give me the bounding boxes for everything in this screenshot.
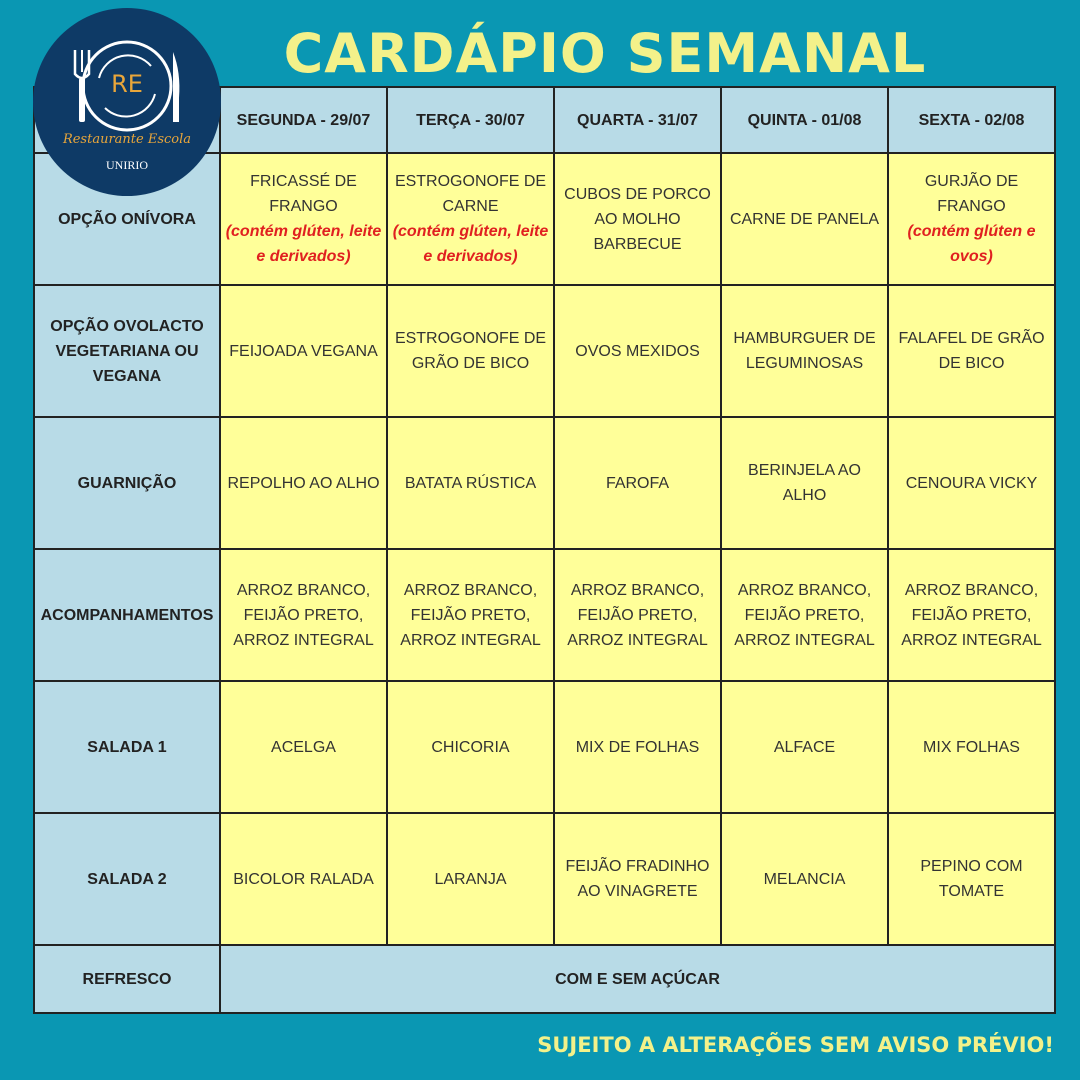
dish-name: HAMBURGUER DE LEGUMINOSAS [733, 330, 876, 372]
menu-table: SEGUNDA - 29/07 TERÇA - 30/07 QUARTA - 3… [33, 86, 1056, 1014]
dish-name: ARROZ BRANCO, FEIJÃO PRETO, ARROZ INTEGR… [567, 581, 708, 649]
menu-cell: BICOLOR RALADA [219, 812, 388, 946]
menu-row: GUARNIÇÃO REPOLHO AO ALHO BATATA RÚSTICA FA… [33, 416, 1056, 550]
day-header: SEGUNDA - 29/07 [219, 86, 388, 154]
plate-cutlery-icon [73, 40, 180, 132]
menu-cell: MELANCIA [720, 812, 889, 946]
row-label: REFRESCO [33, 944, 221, 1014]
dish-name: FEIJÃO FRADINHO AO VINAGRETE [565, 858, 710, 900]
menu-cell: LARANJA [386, 812, 555, 946]
dish-name: FALAFEL DE GRÃO DE BICO [898, 330, 1045, 372]
menu-cell: HAMBURGUER DE LEGUMINOSAS [720, 284, 889, 418]
menu-row: OPÇÃO ONÍVORA FRICASSÉ DE FRANGO (contém g… [33, 152, 1056, 286]
menu-cell: CARNE DE PANELA [720, 152, 889, 286]
dish-name: FEIJOADA VEGANA [229, 342, 378, 360]
menu-cell: ESTROGONOFE DE CARNE (contém glúten, leit… [386, 152, 555, 286]
dish-name: FAROFA [605, 474, 670, 492]
dish-name: ARROZ BRANCO, FEIJÃO PRETO, ARROZ INTEGR… [734, 581, 875, 649]
day-header: QUINTA - 01/08 [720, 86, 889, 154]
logo-initials: RE [111, 70, 143, 98]
dish-name: CUBOS DE PORCO AO MOLHO BARBECUE [564, 185, 711, 253]
dish-name: CHICORIA [431, 738, 510, 756]
day-header: QUARTA - 31/07 [553, 86, 722, 154]
menu-cell: GURJÃO DE FRANGO (contém glúten e ovos) [887, 152, 1056, 286]
menu-cell: FAROFA [553, 416, 722, 550]
menu-cell: CUBOS DE PORCO AO MOLHO BARBECUE [553, 152, 722, 286]
menu-row: OPÇÃO OVOLACTO VEGETARIANA OU VEGANA FEIJ… [33, 284, 1056, 418]
dish-name: BATATA RÚSTICA [404, 474, 537, 492]
menu-cell: BERINJELA AO ALHO [720, 416, 889, 550]
menu-row: SALADA 1 ACELGA CHICORIA MIX DE FOLHAS ALFAC… [33, 680, 1056, 814]
disclaimer: SUJEITO A ALTERAÇÕES SEM AVISO PRÉVIO! [537, 1033, 1054, 1057]
row-label: SALADA 2 [33, 812, 221, 946]
dish-name: ACELGA [271, 738, 336, 756]
dish-name: MELANCIA [763, 870, 846, 888]
menu-cell: ARROZ BRANCO, FEIJÃO PRETO, ARROZ INTEGR… [887, 548, 1056, 682]
menu-cell: FALAFEL DE GRÃO DE BICO [887, 284, 1056, 418]
menu-cell: ESTROGONOFE DE GRÃO DE BICO [386, 284, 555, 418]
menu-cell: CHICORIA [386, 680, 555, 814]
dish-name: BERINJELA AO ALHO [748, 462, 861, 504]
menu-cell: OVOS MEXIDOS [553, 284, 722, 418]
menu-cell: REPOLHO AO ALHO [219, 416, 388, 550]
menu-cell: ARROZ BRANCO, FEIJÃO PRETO, ARROZ INTEGR… [219, 548, 388, 682]
dish-name: ESTROGONOFE DE GRÃO DE BICO [394, 330, 547, 372]
dish-name: MIX DE FOLHAS [575, 738, 700, 756]
menu-cell: ARROZ BRANCO, FEIJÃO PRETO, ARROZ INTEGR… [553, 548, 722, 682]
menu-cell: FEIJÃO FRADINHO AO VINAGRETE [553, 812, 722, 946]
allergen-note: (contém glúten e ovos) [907, 223, 1036, 265]
dish-name: CARNE DE PANELA [729, 210, 880, 228]
logo-institution: UNIRIO [106, 158, 148, 172]
row-label: GUARNIÇÃO [33, 416, 221, 550]
dish-name: CENOURA VICKY [905, 474, 1038, 492]
day-header: SEXTA - 02/08 [887, 86, 1056, 154]
dish-name: ESTROGONOFE DE CARNE [394, 173, 547, 215]
dish-name: FRICASSÉ DE FRANGO [250, 173, 357, 215]
dish-name: LARANJA [434, 870, 507, 888]
menu-cell: FRICASSÉ DE FRANGO (contém glúten, leite … [219, 152, 388, 286]
dish-name: BICOLOR RALADA [233, 870, 374, 888]
dish-name: REPOLHO AO ALHO [227, 474, 380, 492]
menu-cell: MIX FOLHAS [887, 680, 1056, 814]
page-title: CARDÁPIO SEMANAL [283, 22, 927, 85]
refresco-row: REFRESCO COM E SEM AÇÚCAR [33, 944, 1056, 1014]
dish-name: ARROZ BRANCO, FEIJÃO PRETO, ARROZ INTEGR… [233, 581, 374, 649]
menu-cell: PEPINO COM TOMATE [887, 812, 1056, 946]
menu-cell: FEIJOADA VEGANA [219, 284, 388, 418]
menu-cell: ACELGA [219, 680, 388, 814]
dish-name: OVOS MEXIDOS [575, 342, 700, 360]
menu-cell: MIX DE FOLHAS [553, 680, 722, 814]
row-label: SALADA 1 [33, 680, 221, 814]
menu-row: ACOMPANHAMENTOS ARROZ BRANCO, FEIJÃO PRET… [33, 548, 1056, 682]
dish-name: MIX FOLHAS [923, 738, 1020, 756]
dish-name: PEPINO COM TOMATE [920, 858, 1023, 900]
dish-name: GURJÃO DE FRANGO [924, 173, 1019, 215]
menu-cell: CENOURA VICKY [887, 416, 1056, 550]
allergen-note: (contém glúten, leite e derivados) [225, 223, 382, 265]
row-label: ACOMPANHAMENTOS [33, 548, 221, 682]
menu-cell: ARROZ BRANCO, FEIJÃO PRETO, ARROZ INTEGR… [386, 548, 555, 682]
day-header: TERÇA - 30/07 [386, 86, 555, 154]
menu-row: SALADA 2 BICOLOR RALADA LARANJA FEIJÃO FRAD… [33, 812, 1056, 946]
refresco-value: COM E SEM AÇÚCAR [219, 944, 1056, 1014]
menu-cell: ARROZ BRANCO, FEIJÃO PRETO, ARROZ INTEGR… [720, 548, 889, 682]
restaurant-logo: RE Restaurante Escola UNIRIO [33, 8, 221, 196]
dish-name: ARROZ BRANCO, FEIJÃO PRETO, ARROZ INTEGR… [400, 581, 541, 649]
menu-cell: ALFACE [720, 680, 889, 814]
dish-name: ALFACE [773, 738, 836, 756]
logo-name: Restaurante Escola [62, 132, 192, 147]
allergen-note: (contém glúten, leite e derivados) [392, 223, 549, 265]
dish-name: ARROZ BRANCO, FEIJÃO PRETO, ARROZ INTEGR… [901, 581, 1042, 649]
row-label: OPÇÃO OVOLACTO VEGETARIANA OU VEGANA [33, 284, 221, 418]
menu-cell: BATATA RÚSTICA [386, 416, 555, 550]
